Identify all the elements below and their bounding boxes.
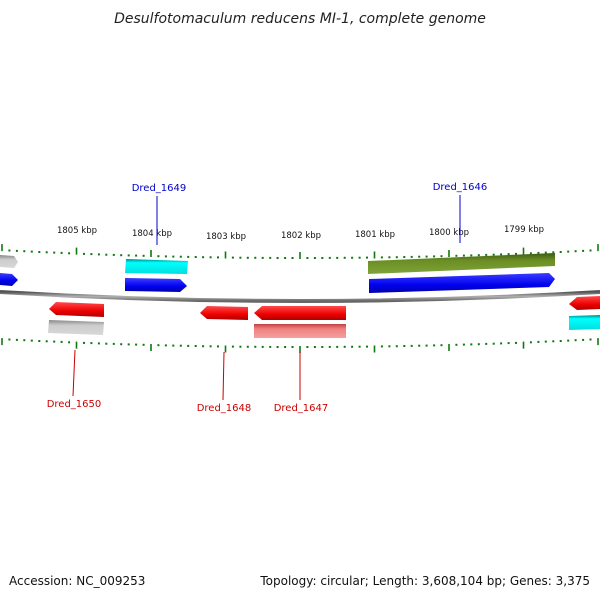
reverse-features — [48, 296, 600, 338]
gene-feature[interactable] — [368, 253, 555, 274]
gene-feature[interactable] — [0, 255, 18, 268]
tick-label: 1799 kbp — [504, 225, 544, 235]
gene-label-dred-1650[interactable]: Dred_1650 — [47, 399, 102, 410]
gene-feature[interactable] — [254, 324, 346, 338]
gene-feature[interactable] — [125, 278, 187, 292]
tick-label: 1800 kbp — [429, 228, 469, 238]
gene-feature[interactable] — [569, 315, 600, 330]
tick-label: 1802 kbp — [281, 231, 321, 241]
gene-feature[interactable] — [125, 259, 188, 274]
genome-summary-text: Topology: circular; Length: 3,608,104 bp… — [260, 574, 590, 588]
inner-tick-ring — [1, 338, 599, 353]
outer-tick-ring — [1, 244, 599, 259]
gene-label-dred-1647[interactable]: Dred_1647 — [274, 403, 329, 414]
gene-feature[interactable] — [369, 273, 555, 293]
tick-label: 1805 kbp — [57, 226, 97, 236]
gene-labels: Dred_1649 Dred_1646 Dred_1650 Dred_1648 … — [47, 182, 488, 414]
gene-label-dred-1648[interactable]: Dred_1648 — [197, 403, 252, 414]
tick-labels: 1805 kbp 1804 kbp 1803 kbp 1802 kbp 1801… — [57, 225, 544, 242]
gene-feature[interactable] — [200, 306, 248, 320]
accession-text: Accession: NC_009253 — [9, 574, 146, 588]
genome-backbone — [0, 290, 600, 303]
gene-label-dred-1649[interactable]: Dred_1649 — [132, 183, 187, 194]
gene-leader-lines — [72, 195, 461, 401]
gene-feature[interactable] — [569, 296, 600, 310]
tick-label: 1801 kbp — [355, 230, 395, 240]
leader-line — [222, 351, 225, 401]
tick-label: 1804 kbp — [132, 229, 172, 239]
gene-feature[interactable] — [48, 320, 104, 335]
gene-feature[interactable] — [49, 302, 104, 317]
tick-label: 1803 kbp — [206, 232, 246, 242]
gene-label-dred-1646[interactable]: Dred_1646 — [433, 182, 488, 193]
leader-line — [72, 349, 76, 397]
genome-title: Desulfotomaculum reducens MI-1, complete… — [114, 11, 486, 27]
forward-features — [0, 253, 555, 293]
gene-feature[interactable] — [254, 306, 346, 320]
gene-feature[interactable] — [0, 273, 18, 286]
